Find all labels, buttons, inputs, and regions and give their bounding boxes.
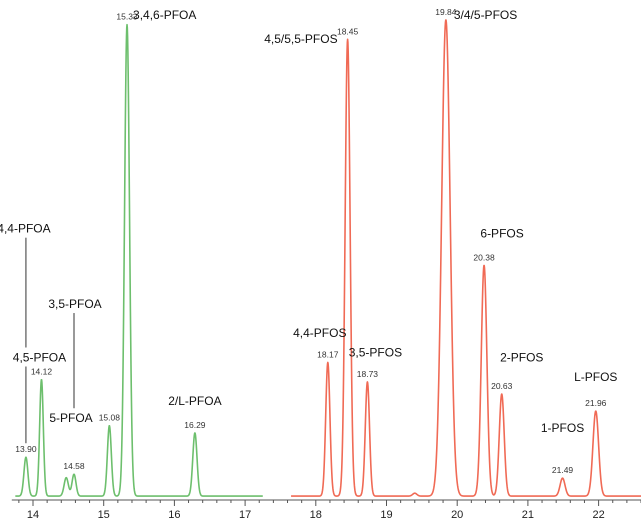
x-tick-label: 21 <box>522 509 534 520</box>
compound-leader-lines <box>25 237 75 444</box>
peak-rt-label: 18.17 <box>317 349 339 359</box>
compound-label: 1-PFOS <box>541 421 584 435</box>
peak-rt-label: 20.38 <box>473 252 495 262</box>
compound-label: 4,4-PFOA <box>0 222 51 236</box>
x-tick-label: 16 <box>168 509 180 520</box>
peak-rt-label: 18.45 <box>337 26 359 36</box>
peak-rt-label: 14.58 <box>63 461 85 471</box>
chromatogram-traces <box>14 19 641 497</box>
compound-label: 5-PFOA <box>49 411 92 425</box>
compound-label: 4,5/5,5-PFOS <box>264 32 337 46</box>
compound-label: 3,5-PFOA <box>48 297 101 311</box>
peak-rt-label: 19.84 <box>435 7 457 17</box>
compound-label: 4,5-PFOA <box>13 350 66 364</box>
x-tick-label: 22 <box>592 509 604 520</box>
peak-rt-label: 15.33 <box>116 12 138 22</box>
compound-label: 3,4,6-PFOA <box>133 8 196 22</box>
trace-line-1 <box>14 23 264 497</box>
peak-retention-time-labels: 13.90 14.12 14.58 15.08 15.33 16.29 18.17 18.45… <box>15 7 606 475</box>
x-tick-label: 17 <box>239 509 251 520</box>
compound-label: 4,4-PFOS <box>293 326 346 340</box>
peak-rt-label: 15.08 <box>99 413 121 423</box>
peak-rt-label: 14.12 <box>31 366 53 376</box>
x-tick-label: 19 <box>380 509 392 520</box>
trace-line-2 <box>290 19 641 497</box>
x-tick-label: 14 <box>27 509 39 520</box>
compound-label: 6-PFOS <box>480 227 523 241</box>
peak-rt-label: 20.63 <box>491 381 513 391</box>
peak-rt-label: 13.90 <box>15 444 37 454</box>
compound-label: 2-PFOS <box>500 350 543 364</box>
compound-label: 2/L-PFOA <box>168 394 221 408</box>
x-tick-label: 15 <box>98 509 110 520</box>
x-tick-label: 18 <box>310 509 322 520</box>
compound-labels: 4,4-PFOA 4,5-PFOA 3,5-PFOA 5-PFOA 3,4,6-PFOA… <box>0 8 617 435</box>
peak-rt-label: 18.73 <box>357 369 379 379</box>
x-tick-label: 20 <box>451 509 463 520</box>
peak-rt-label: 21.49 <box>552 465 574 475</box>
x-axis: 14 15 16 17 18 19 20 21 22 <box>11 499 641 520</box>
compound-label: 3/4/5-PFOS <box>454 8 517 22</box>
compound-label: L-PFOS <box>574 370 617 384</box>
peak-rt-label: 16.29 <box>184 420 206 430</box>
compound-label: 3,5-PFOS <box>349 346 402 360</box>
peak-rt-label: 21.96 <box>585 398 607 408</box>
